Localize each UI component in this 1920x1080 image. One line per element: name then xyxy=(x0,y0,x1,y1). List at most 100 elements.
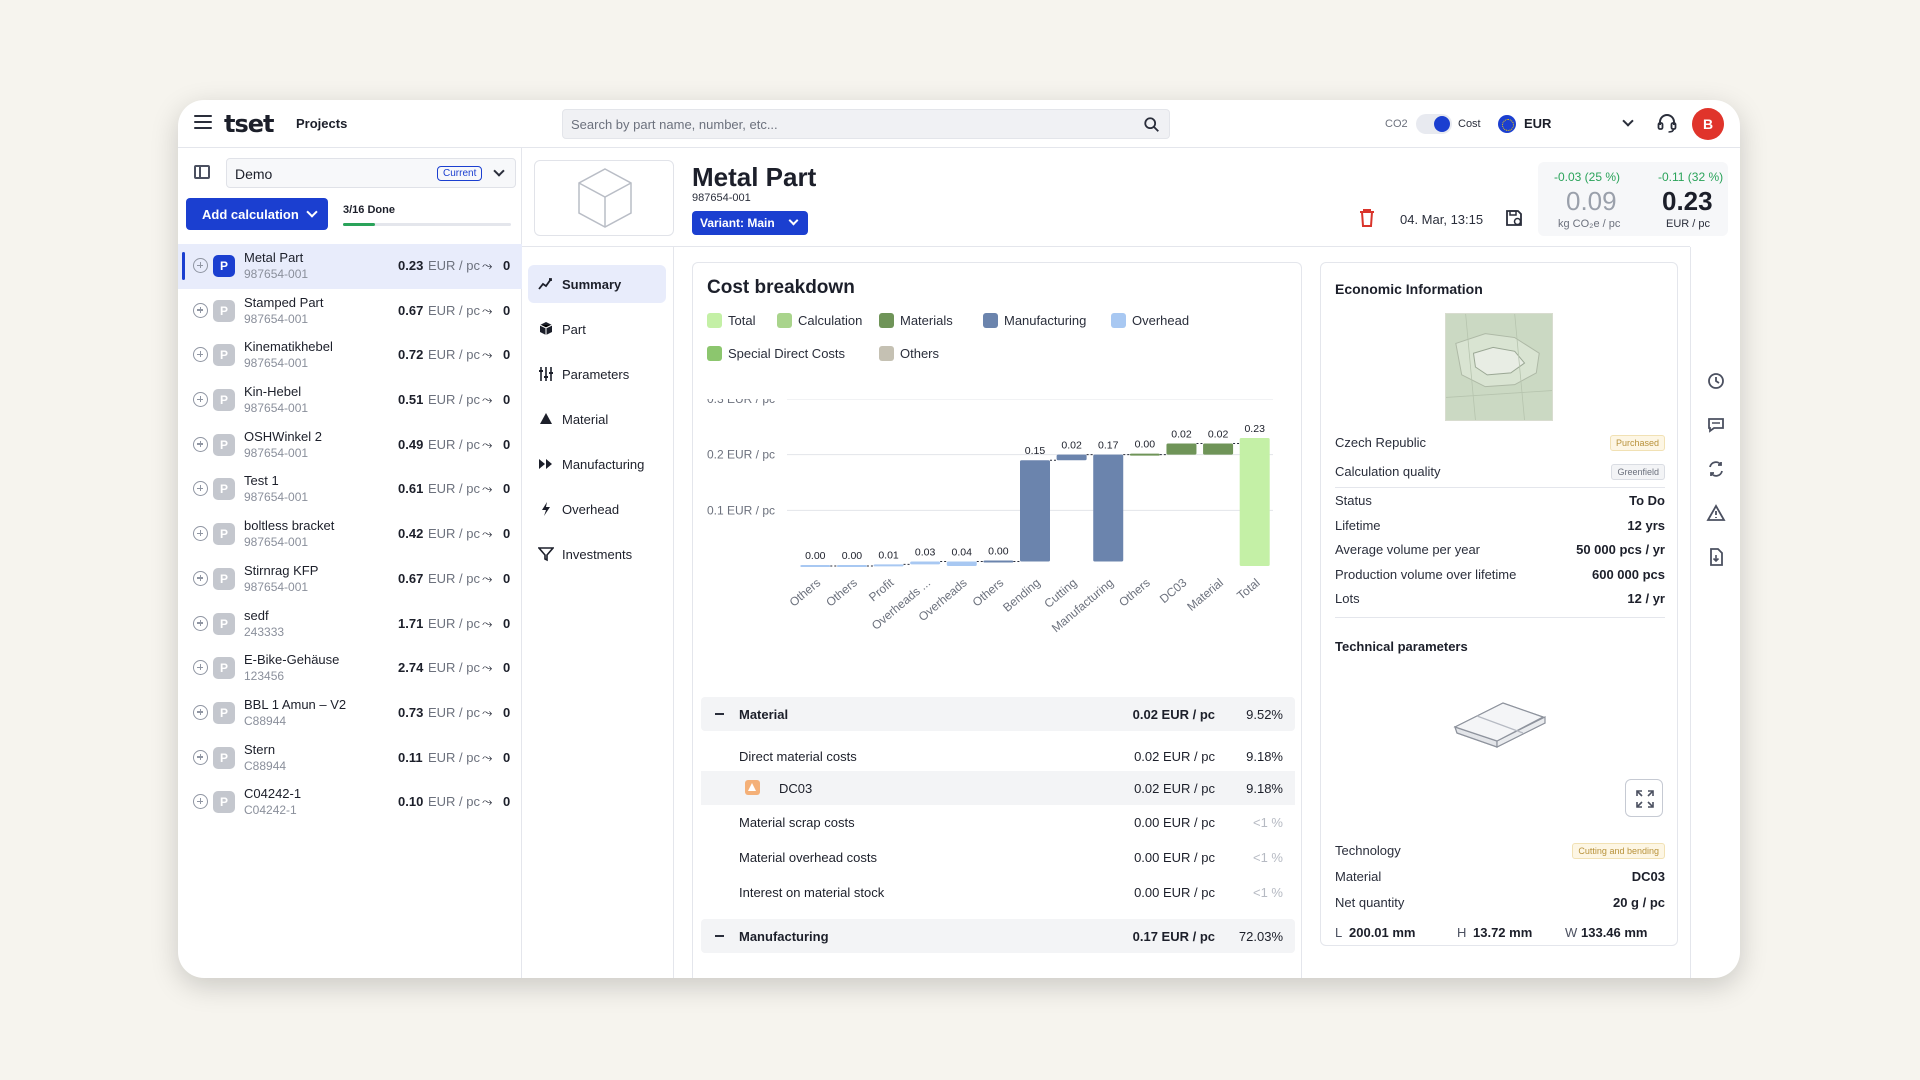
add-calculation-button[interactable]: Add calculation xyxy=(186,198,328,230)
legend-label: Materials xyxy=(900,313,953,328)
part-list-item[interactable]: P Stirnrag KFP 987654-001 0.67 EUR / pc ⤳ 0 xyxy=(178,557,522,602)
part-type-badge: P xyxy=(213,299,235,322)
expand-button[interactable] xyxy=(1625,779,1663,817)
legend-item[interactable]: Overhead xyxy=(1111,313,1189,328)
add-circle-icon[interactable] xyxy=(193,749,208,765)
part-list-item[interactable]: P Metal Part 987654-001 0.23 EUR / pc ⤳ 0 xyxy=(178,244,522,289)
cost-group-row[interactable]: Manufacturing 0.17 EUR / pc 72.03% xyxy=(701,919,1295,953)
co2-cost-toggle[interactable] xyxy=(1416,114,1452,134)
variant-icon: ⤳ xyxy=(482,526,493,542)
search-icon[interactable] xyxy=(1143,116,1161,134)
project-dropdown[interactable]: Demo Current xyxy=(226,158,516,188)
cost-item-row[interactable]: Material overhead costs 0.00 EUR / pc <1 % xyxy=(701,840,1295,874)
legend-item[interactable]: Manufacturing xyxy=(983,313,1086,328)
variant-icon: ⤳ xyxy=(482,615,493,631)
nav-item-part[interactable]: Part xyxy=(528,310,666,348)
chart-bar[interactable] xyxy=(1203,443,1234,455)
chart-bar[interactable] xyxy=(800,565,831,567)
cost-item-row[interactable]: DC03 0.02 EUR / pc 9.18% xyxy=(701,771,1295,805)
part-list-item[interactable]: P OSHWinkel 2 987654-001 0.49 EUR / pc ⤳ 0 xyxy=(178,423,522,468)
cost-item-row[interactable]: Direct material costs 0.02 EUR / pc 9.18% xyxy=(701,739,1295,773)
trash-icon[interactable] xyxy=(1358,208,1376,228)
nav-item-parameters[interactable]: Parameters xyxy=(528,355,666,393)
add-circle-icon[interactable] xyxy=(193,704,208,720)
save-icon[interactable] xyxy=(1504,208,1524,228)
chart-bar[interactable] xyxy=(983,560,1014,563)
chart-bar[interactable] xyxy=(836,565,867,567)
chart-bar[interactable] xyxy=(1129,453,1160,456)
add-circle-icon[interactable] xyxy=(193,392,208,408)
cost-item-row[interactable]: Interest on material stock 0.00 EUR / pc <… xyxy=(701,875,1295,909)
app-logo[interactable]: tset xyxy=(224,110,275,138)
cost-label: Material scrap costs xyxy=(739,815,855,830)
menu-icon[interactable] xyxy=(194,115,212,129)
add-circle-icon[interactable] xyxy=(193,615,208,631)
legend-item[interactable]: Calculation xyxy=(777,313,862,328)
part-list-item[interactable]: P E-Bike-Gehäuse 123456 2.74 EUR / pc ⤳ 0 xyxy=(178,646,522,691)
chart-bar[interactable] xyxy=(910,561,941,565)
divider xyxy=(1335,487,1665,488)
add-circle-icon[interactable] xyxy=(193,526,208,542)
comment-icon[interactable] xyxy=(1706,415,1726,435)
cost-group-row[interactable]: Material 0.02 EUR / pc 9.52% xyxy=(701,697,1295,731)
document-download-icon[interactable] xyxy=(1706,547,1726,567)
warning-icon[interactable] xyxy=(1706,503,1726,523)
legend-item[interactable]: Materials xyxy=(879,313,953,328)
part-list-item[interactable]: P Test 1 987654-001 0.61 EUR / pc ⤳ 0 xyxy=(178,467,522,512)
chart-bar[interactable] xyxy=(946,561,977,566)
add-circle-icon[interactable] xyxy=(193,347,208,363)
add-circle-icon[interactable] xyxy=(193,436,208,452)
y-tick-label: 0.2 EUR / pc xyxy=(707,448,775,462)
nav-item-overhead[interactable]: Overhead xyxy=(528,490,666,528)
legend-item[interactable]: Others xyxy=(879,346,939,361)
part-list-item[interactable]: P Kinematikhebel 987654-001 0.72 EUR / pc ⤳ 0 xyxy=(178,333,522,378)
chart-bar[interactable] xyxy=(873,564,904,567)
chart-bar[interactable] xyxy=(1239,437,1270,566)
chart-bar[interactable] xyxy=(1020,460,1050,562)
variant-count: 0 xyxy=(503,302,511,318)
add-circle-icon[interactable] xyxy=(193,481,208,497)
search-input[interactable] xyxy=(563,110,1123,138)
part-price-unit: EUR / pc xyxy=(428,704,481,720)
part-list-item[interactable]: P Kin-Hebel 987654-001 0.51 EUR / pc ⤳ 0 xyxy=(178,378,522,423)
quality-row: Calculation quality Greenfield xyxy=(1335,464,1665,484)
legend-item[interactable]: Total xyxy=(707,313,755,328)
history-icon[interactable] xyxy=(1706,371,1726,391)
add-circle-icon[interactable] xyxy=(193,570,208,586)
add-circle-icon[interactable] xyxy=(193,258,208,273)
part-list-item[interactable]: P BBL 1 Amun – V2 C88944 0.73 EUR / pc ⤳ 0 xyxy=(178,691,522,736)
collapse-icon[interactable] xyxy=(715,935,724,937)
chart-bar[interactable] xyxy=(1166,443,1197,455)
variant-select[interactable]: Variant: Main xyxy=(692,211,808,235)
currency-select[interactable]: EUR xyxy=(1496,110,1638,138)
collapse-icon[interactable] xyxy=(715,713,724,715)
nav-item-manufacturing[interactable]: Manufacturing xyxy=(528,445,666,483)
sync-icon[interactable] xyxy=(1706,459,1726,479)
panel-toggle-icon[interactable] xyxy=(194,165,210,179)
user-avatar[interactable]: B xyxy=(1692,108,1724,140)
add-circle-icon[interactable] xyxy=(193,660,208,676)
part-number: C88944 xyxy=(244,758,287,773)
nav-item-investments[interactable]: Investments xyxy=(528,535,666,573)
legend-item[interactable]: Special Direct Costs xyxy=(707,346,845,361)
part-list-item[interactable]: P Stern C88944 0.11 EUR / pc ⤳ 0 xyxy=(178,736,522,781)
part-list-item[interactable]: P Stamped Part 987654-001 0.67 EUR / pc ⤳ 0 xyxy=(178,289,522,334)
cost-item-row[interactable]: Material scrap costs 0.00 EUR / pc <1 % xyxy=(701,805,1295,839)
nav-item-summary[interactable]: Summary xyxy=(528,265,666,303)
x-tick-label: Bending xyxy=(1000,576,1043,615)
part-list-item[interactable]: P C04242-1 C04242-1 0.10 EUR / pc ⤳ 0 xyxy=(178,780,522,825)
projects-link[interactable]: Projects xyxy=(296,116,348,131)
variant-count: 0 xyxy=(503,615,511,631)
headset-icon[interactable] xyxy=(1656,112,1678,134)
search-bar[interactable] xyxy=(562,109,1170,139)
part-type-badge: P xyxy=(213,657,235,680)
chart-bar[interactable] xyxy=(1056,454,1087,461)
chart-bar[interactable] xyxy=(1093,454,1124,562)
economic-value: To Do xyxy=(1629,493,1665,508)
part-thumbnail[interactable] xyxy=(534,160,674,236)
add-circle-icon[interactable] xyxy=(193,794,208,810)
add-circle-icon[interactable] xyxy=(193,302,208,318)
nav-item-material[interactable]: Material xyxy=(528,400,666,438)
